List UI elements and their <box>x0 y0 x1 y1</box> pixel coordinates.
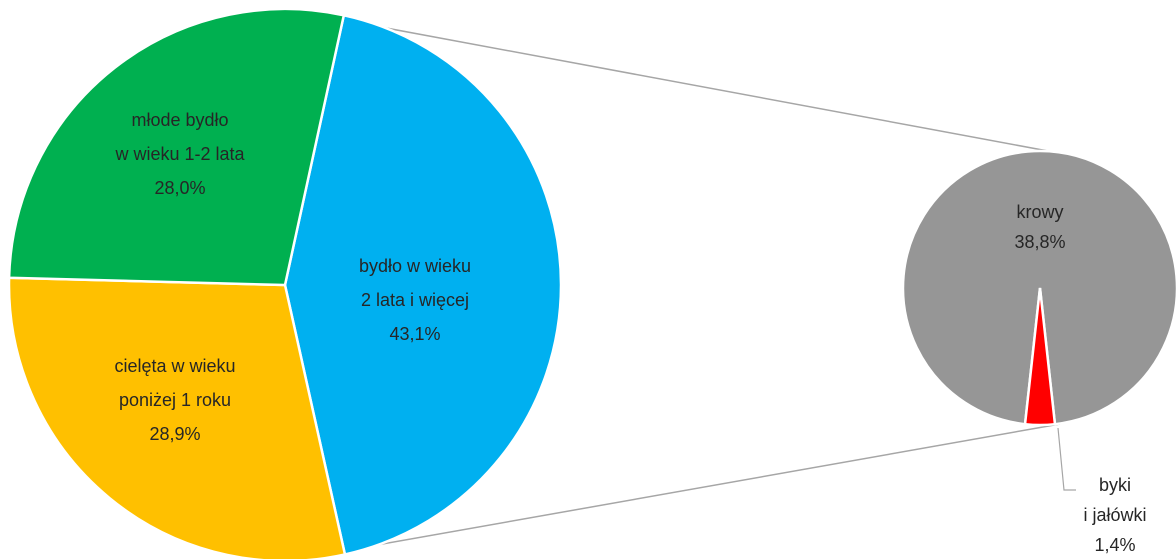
pie-slice <box>7 7 346 287</box>
pie-slice <box>7 276 347 559</box>
slice-label: byki i jałówki <box>1083 475 1146 525</box>
value-label: 28,9% <box>149 424 200 444</box>
value-label: 1,4% <box>1094 535 1135 555</box>
slice-label: młode bydło w wieku 1-2 lata <box>114 110 245 164</box>
connector-line <box>342 19 1049 152</box>
value-label: 28,0% <box>154 178 205 198</box>
connector-line <box>342 423 1061 552</box>
value-label: 38,8% <box>1014 232 1065 252</box>
pie-slice <box>901 149 1176 426</box>
slice-label: krowy <box>1016 202 1063 222</box>
slice-label: bydło w wieku 2 lata i więcej <box>359 256 471 310</box>
slice-label: cielęta w wieku poniżej 1 roku <box>114 356 235 410</box>
leader-line <box>1057 427 1076 491</box>
value-label: 43,1% <box>389 324 440 344</box>
pie-slice <box>1023 287 1057 427</box>
pie-slice <box>283 13 563 556</box>
